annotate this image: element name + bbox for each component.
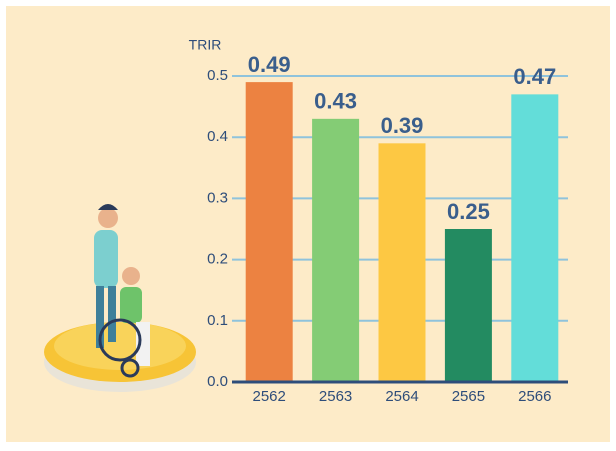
data-label: 0.49 <box>248 52 291 77</box>
y-tick-label: 0.0 <box>207 373 228 390</box>
y-tick-label: 0.2 <box>207 251 228 268</box>
bar <box>511 94 558 382</box>
y-axis-label: TRIR <box>189 37 222 53</box>
x-tick-label: 2565 <box>452 388 485 405</box>
chart: TRIR 0.0 0.1 0.2 0.3 0.4 0.5 2562 0.49 2563 0.43 2… <box>0 0 616 451</box>
bar <box>312 119 359 382</box>
data-label: 0.25 <box>447 199 490 224</box>
y-tick-label: 0.3 <box>207 189 228 206</box>
x-tick-label: 2564 <box>385 388 418 405</box>
x-tick-label: 2563 <box>319 388 352 405</box>
x-tick-label: 2566 <box>518 388 551 405</box>
data-label: 0.47 <box>513 64 556 89</box>
y-tick-label: 0.5 <box>207 67 228 84</box>
data-label: 0.39 <box>381 113 424 138</box>
bar <box>246 82 293 382</box>
y-tick-label: 0.4 <box>207 128 228 145</box>
data-label: 0.43 <box>314 89 357 114</box>
y-tick-label: 0.1 <box>207 312 228 329</box>
bar <box>379 143 426 382</box>
x-tick-label: 2562 <box>253 388 286 405</box>
bar <box>445 229 492 382</box>
